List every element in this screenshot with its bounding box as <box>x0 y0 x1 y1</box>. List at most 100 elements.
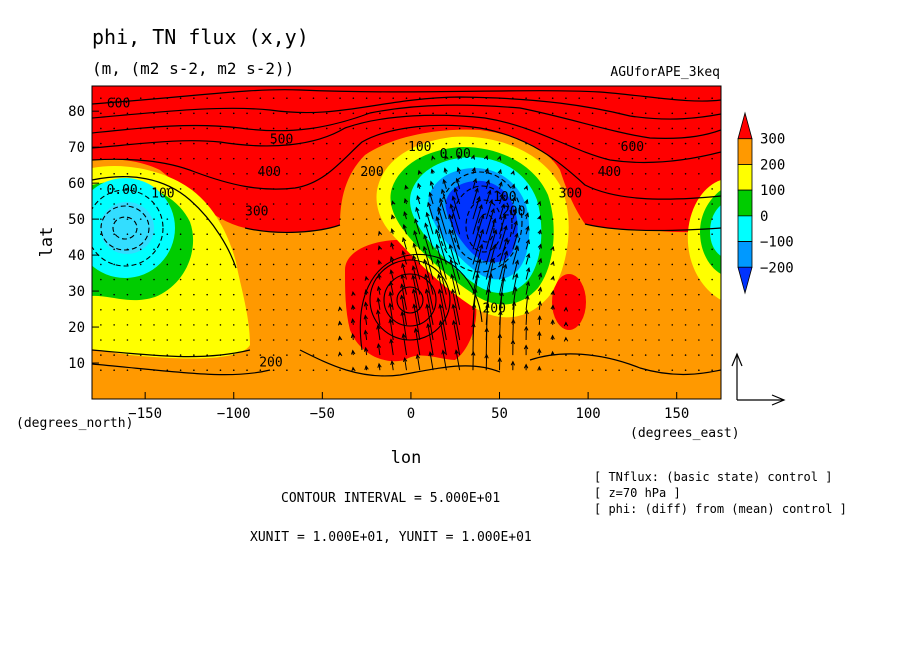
vector-dot <box>698 308 700 311</box>
vector-dot <box>232 278 235 281</box>
vector-head <box>550 290 555 296</box>
vector-dot <box>113 248 115 251</box>
vector-head <box>497 356 502 362</box>
vector-dot <box>565 248 567 251</box>
vector-dot <box>658 112 660 115</box>
vector-head <box>523 363 529 369</box>
vector-dot <box>512 112 514 115</box>
vector-head <box>390 360 395 366</box>
vector-dot <box>312 218 315 220</box>
vector-dot <box>392 188 395 190</box>
vector-dot <box>166 97 169 100</box>
vector-shaft <box>403 211 407 220</box>
vector-shaft <box>401 263 407 280</box>
x-unit-label: (degrees_east) <box>630 426 740 441</box>
vector-head <box>490 258 496 264</box>
vector-dot <box>113 324 115 326</box>
vector-head <box>424 222 429 228</box>
vector-head <box>537 272 543 278</box>
vector-dot <box>339 157 341 160</box>
vector-dot <box>445 97 448 100</box>
vector-dot <box>605 263 607 266</box>
vector-dot <box>698 218 700 220</box>
vector-dot <box>272 248 275 251</box>
vector-dot <box>286 278 288 281</box>
vector-dot <box>684 248 687 251</box>
colorbar-label: −200 <box>760 260 794 276</box>
vector-dot <box>498 112 501 115</box>
vector-dot <box>179 157 182 160</box>
vector-dot <box>299 172 301 175</box>
y-tick-label: 20 <box>68 320 85 336</box>
vector-dot <box>312 324 315 326</box>
vector-dot <box>153 97 155 100</box>
vector-dot <box>711 218 713 220</box>
vector-dot <box>259 308 262 311</box>
vector-shaft <box>424 234 434 265</box>
vector-head <box>400 273 405 279</box>
vector-dot <box>139 339 142 341</box>
flux-vectors <box>100 97 713 372</box>
vector-dot <box>631 339 634 341</box>
vector-dot <box>698 188 700 190</box>
vector-dot <box>153 263 155 266</box>
vector-dot <box>312 142 315 145</box>
vector-dot <box>605 308 607 311</box>
vector-dot <box>113 142 115 145</box>
vector-head <box>378 230 383 236</box>
vector-dot <box>565 218 567 220</box>
vector-dot <box>684 293 687 296</box>
vector-dot <box>166 354 169 356</box>
vector-dot <box>232 188 235 190</box>
vector-head <box>511 183 516 189</box>
vector-dot <box>246 354 248 356</box>
vector-head <box>503 225 508 231</box>
vector-head <box>514 232 519 238</box>
vector-dot <box>219 188 222 190</box>
vector-shaft <box>512 260 519 280</box>
vector-dot <box>671 354 674 356</box>
vector-head <box>537 243 542 249</box>
vector-shaft <box>426 304 434 341</box>
vector-dot <box>299 293 301 296</box>
vector-dot <box>259 293 262 296</box>
vector-dot <box>153 278 155 281</box>
vector-shaft <box>485 199 493 220</box>
vector-dot <box>445 142 448 145</box>
contour-label: 400 <box>598 165 621 180</box>
vector-dot <box>232 142 235 145</box>
vector-dot <box>272 97 275 100</box>
vector-dot <box>711 308 713 311</box>
vector-head <box>438 303 443 309</box>
vector-dot <box>219 339 222 341</box>
vector-dot <box>206 157 208 160</box>
vector-dot <box>498 142 501 145</box>
vector-dot <box>684 324 687 326</box>
vector-head <box>417 169 422 175</box>
vector-dot <box>618 157 620 160</box>
vector-shaft <box>415 207 421 220</box>
vector-head <box>550 260 555 266</box>
vector-dot <box>272 324 275 326</box>
vector-head <box>526 252 531 258</box>
vector-head <box>388 291 393 297</box>
vector-shaft <box>390 339 394 356</box>
vector-dot <box>591 203 594 205</box>
vector-dot <box>711 97 713 100</box>
vector-head <box>524 212 529 218</box>
vector-dot <box>259 354 262 356</box>
vector-dot <box>272 188 275 190</box>
vector-shaft <box>438 289 447 325</box>
vector-dot <box>193 233 195 236</box>
vector-dot <box>272 293 275 296</box>
vector-shaft <box>427 202 434 220</box>
x-tick-label: −50 <box>310 406 335 422</box>
vector-dot <box>166 142 169 145</box>
vector-dot <box>325 97 328 100</box>
vector-dot <box>219 142 222 145</box>
vector-dot <box>259 203 262 205</box>
vector-dot <box>578 293 581 296</box>
vector-head <box>363 301 369 307</box>
vector-head <box>550 245 555 252</box>
vector-dot <box>618 97 620 100</box>
